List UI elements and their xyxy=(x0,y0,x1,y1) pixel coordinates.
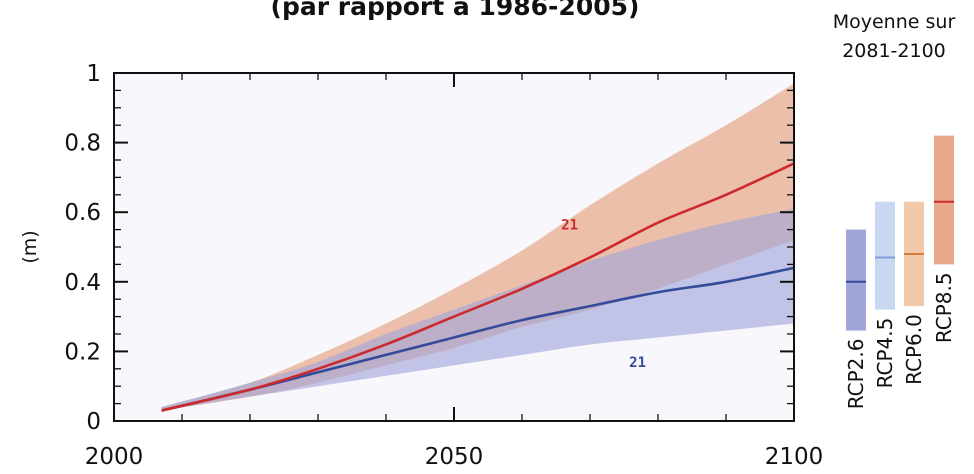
series-lines xyxy=(161,162,795,412)
scenario-label: RCP8.5 xyxy=(932,272,956,343)
y-tick-label: 0.8 xyxy=(64,131,101,157)
x-tick-label: 2000 xyxy=(85,444,144,470)
y-tick-label: 0 xyxy=(86,409,101,435)
side-bar-rcp85 xyxy=(934,135,954,265)
y-axis-label: (m) xyxy=(19,230,41,263)
y-tick-label: 1 xyxy=(86,61,101,87)
side-bar-rcp26 xyxy=(846,229,866,331)
side-panel-title-line2: 2081-2100 xyxy=(842,40,946,62)
x-tick-label: 2050 xyxy=(425,444,484,470)
y-tick-label: 0.2 xyxy=(64,339,101,365)
scenario-label: RCP6.0 xyxy=(902,314,926,385)
y-tick-label: 0.6 xyxy=(64,200,101,226)
blue-series-band xyxy=(161,208,795,411)
scenario-label: RCP4.5 xyxy=(873,318,897,389)
x-tick-labels: 2000 2050 2100 xyxy=(85,444,824,470)
axis-ticks xyxy=(114,73,794,421)
blue-series-count-label: 21 xyxy=(629,355,646,371)
scenario-label: RCP2.6 xyxy=(844,339,868,410)
side-bar-rcp45 xyxy=(875,201,895,310)
x-tick-label: 2100 xyxy=(765,444,824,470)
y-tick-labels: 0 0.2 0.4 0.6 0.8 1 xyxy=(64,61,101,435)
side-panel-title-line1: Moyenne sur xyxy=(833,11,956,33)
y-tick-label: 0.4 xyxy=(64,270,101,296)
chart-title: (par rapport à 1986-2005) xyxy=(271,0,640,21)
uncertainty-bands xyxy=(161,83,795,411)
red-series-count-label: 21 xyxy=(561,217,578,233)
model-count-labels: 21 21 xyxy=(561,217,646,370)
red-series-mean-line xyxy=(161,162,795,412)
